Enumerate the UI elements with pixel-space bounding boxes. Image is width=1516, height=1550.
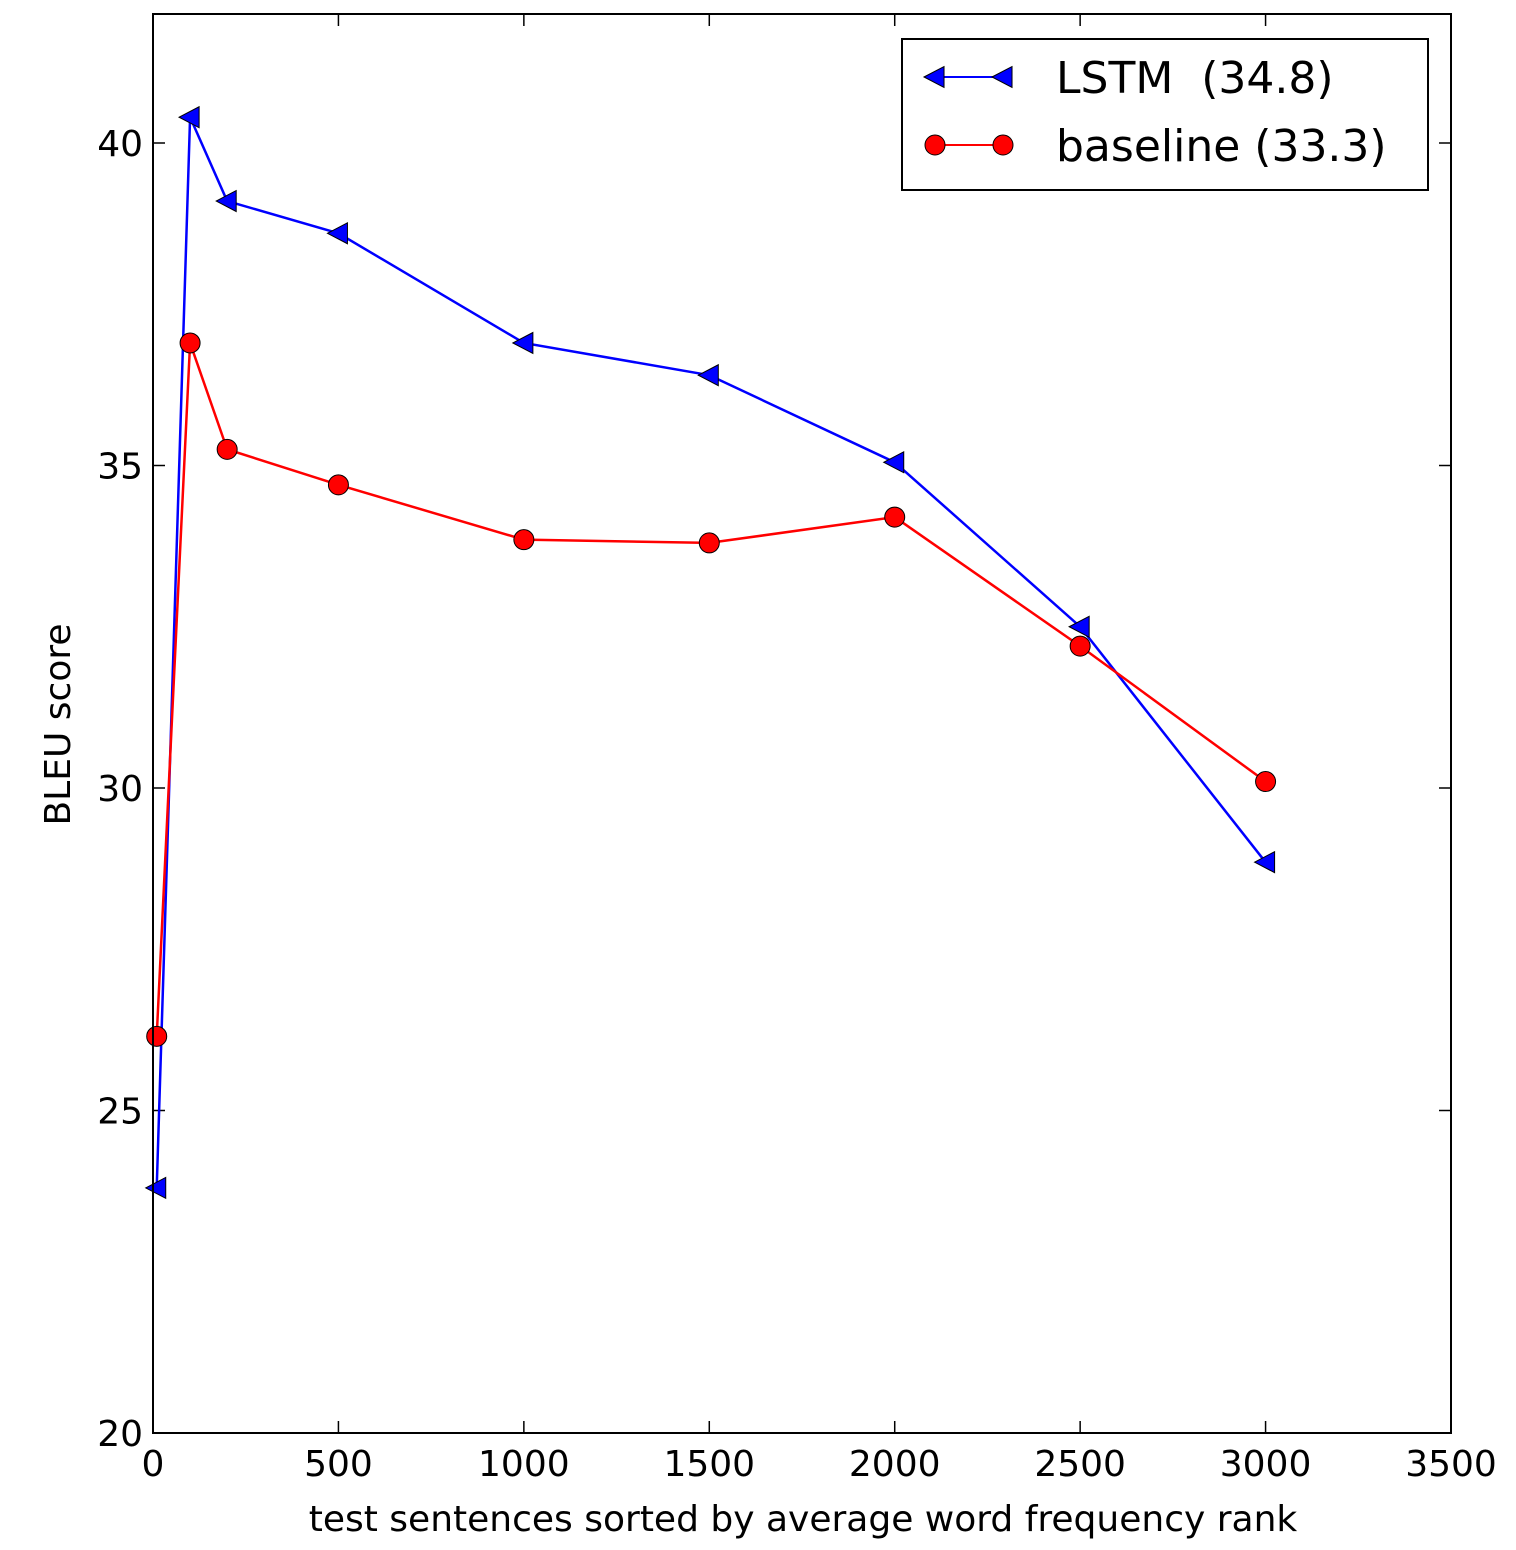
marker-baseline-10 — [146, 1025, 168, 1047]
x-tick-label-500: 500 — [304, 1444, 373, 1485]
series-line-baseline — [155, 342, 1267, 1037]
x-tick-label-3500: 3500 — [1405, 1444, 1497, 1485]
marker-baseline-2500 — [1069, 635, 1091, 657]
y-tick-label-25: 25 — [97, 1092, 143, 1133]
x-tick-label-1500: 1500 — [663, 1444, 755, 1485]
y-tick-label-20: 20 — [97, 1414, 143, 1455]
marker-baseline-100 — [179, 332, 201, 354]
legend-markers — [922, 65, 1014, 156]
plot-series — [144, 105, 1277, 1200]
marker-baseline-200 — [216, 438, 238, 460]
marker-lstm-10 — [144, 1176, 167, 1200]
marker-lstm-2000 — [882, 451, 905, 474]
legend-label-lstm: LSTM (34.8) — [1056, 53, 1334, 104]
y-tick-label-30: 30 — [97, 769, 143, 810]
tick-labels: 0 500 1000 1500 2000 2500 3000 3500 20 25 30 35 40 — [97, 124, 1497, 1485]
marker-lstm-100 — [178, 105, 200, 129]
legend-marker-lstm-right — [990, 65, 1013, 89]
marker-baseline-3000 — [1255, 771, 1277, 793]
marker-baseline-1500 — [698, 532, 720, 554]
legend-marker-lstm-left — [922, 65, 945, 89]
marker-lstm-1500 — [697, 363, 719, 387]
marker-lstm-2500 — [1068, 615, 1090, 639]
legend-label-baseline: baseline (33.3) — [1056, 121, 1387, 172]
x-axis-label: test sentences sorted by average word fr… — [309, 1499, 1298, 1540]
y-axis-label: BLEU score — [38, 623, 79, 825]
marker-lstm-1000 — [511, 331, 534, 355]
x-tick-label-3000: 3000 — [1220, 1444, 1312, 1485]
y-tick-label-35: 35 — [97, 447, 143, 488]
x-tick-label-0: 0 — [142, 1444, 165, 1485]
plot-frame — [152, 13, 1452, 1434]
legend-marker-baseline-right — [992, 134, 1014, 156]
y-tick-label-40: 40 — [97, 124, 143, 165]
series-line-lstm — [155, 116, 1267, 1188]
x-tick-label-2500: 2500 — [1034, 1444, 1126, 1485]
marker-baseline-500 — [327, 474, 349, 496]
legend: LSTM (34.8) baseline (33.3) — [901, 38, 1429, 191]
x-tick-label-1000: 1000 — [478, 1444, 570, 1485]
x-tick-label-2000: 2000 — [849, 1444, 941, 1485]
marker-lstm-200 — [215, 189, 237, 213]
legend-marker-baseline-left — [924, 134, 946, 156]
marker-baseline-1000 — [513, 529, 535, 551]
marker-baseline-2000 — [884, 506, 906, 528]
marker-lstm-500 — [326, 222, 348, 245]
legend-box — [901, 38, 1429, 191]
marker-lstm-3000 — [1253, 850, 1276, 874]
